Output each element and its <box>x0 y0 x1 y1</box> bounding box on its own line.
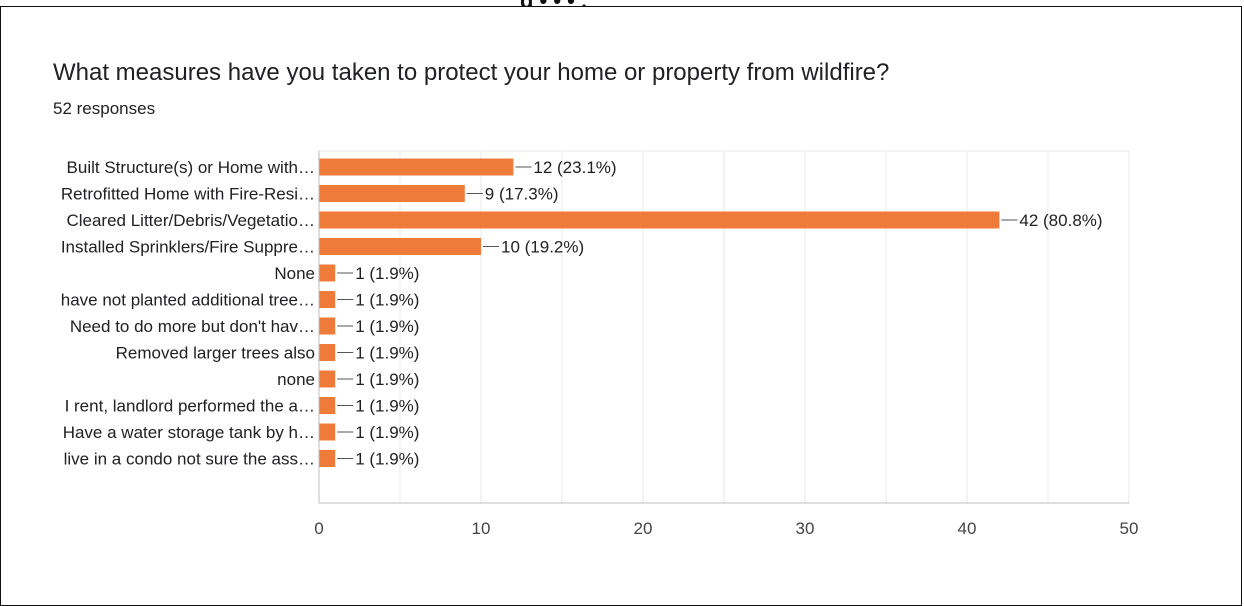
bar <box>319 397 336 414</box>
category-label: live in a condo not sure the ass… <box>64 450 315 469</box>
category-label: I rent, landlord performed the a… <box>65 397 315 416</box>
question-card: What measures have you taken to protect … <box>0 6 1242 606</box>
bar <box>319 211 1000 229</box>
bar <box>319 450 336 467</box>
data-label: 12 (23.1%) <box>533 158 616 177</box>
bar <box>319 423 336 441</box>
bar <box>319 264 336 282</box>
category-label: Removed larger trees also <box>116 344 315 363</box>
category-label: Cleared Litter/Debris/Vegetatio… <box>66 211 315 230</box>
category-label: None <box>274 264 315 283</box>
bar <box>319 185 465 202</box>
data-label: 1 (1.9%) <box>355 450 419 469</box>
data-label: 1 (1.9%) <box>355 264 419 283</box>
x-tick-label: 0 <box>314 519 323 538</box>
question-title: What measures have you taken to protect … <box>53 59 890 86</box>
response-count: 52 responses <box>53 99 156 118</box>
x-tick-label: 40 <box>958 519 977 538</box>
x-tick-label: 50 <box>1120 519 1139 538</box>
data-label: 42 (80.8%) <box>1019 211 1102 230</box>
data-label: 1 (1.9%) <box>355 397 419 416</box>
bar <box>319 344 336 361</box>
category-label: have not planted additional tree… <box>61 291 315 310</box>
data-label: 1 (1.9%) <box>355 317 419 336</box>
category-label: Need to do more but don't hav… <box>70 317 315 336</box>
data-label: 1 (1.9%) <box>355 370 419 389</box>
bar <box>319 238 481 255</box>
data-label: 1 (1.9%) <box>355 344 419 363</box>
category-label: Have a water storage tank by h… <box>63 423 315 442</box>
bar <box>319 158 514 176</box>
category-label: none <box>277 370 315 389</box>
category-label: Installed Sprinklers/Fire Suppre… <box>61 238 315 257</box>
bar <box>319 370 336 388</box>
bar-chart: 0 10 20 30 40 50 Built Structure(s) or Home wi… <box>61 150 1139 538</box>
bar <box>319 317 336 335</box>
bar <box>319 291 336 308</box>
data-label: 1 (1.9%) <box>355 423 419 442</box>
data-label: 9 (17.3%) <box>485 185 559 204</box>
data-label: 10 (19.2%) <box>501 238 584 257</box>
category-label: Built Structure(s) or Home with… <box>67 158 315 177</box>
x-tick-label: 10 <box>472 519 491 538</box>
category-label: Retrofitted Home with Fire-Resi… <box>61 185 315 204</box>
x-tick-label: 30 <box>796 519 815 538</box>
x-tick-label: 20 <box>634 519 653 538</box>
data-label: 1 (1.9%) <box>355 291 419 310</box>
